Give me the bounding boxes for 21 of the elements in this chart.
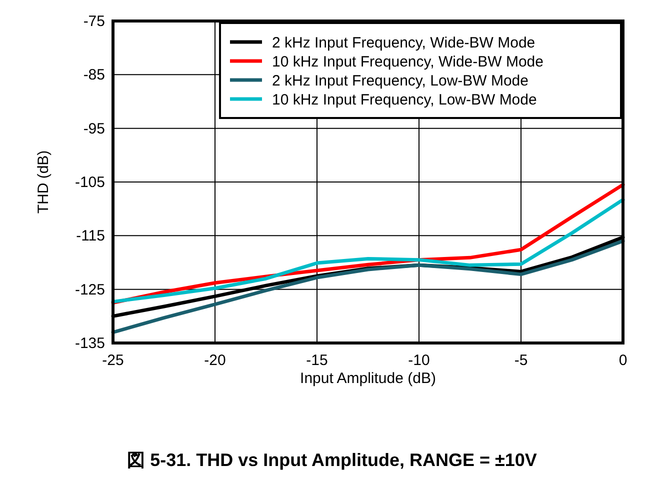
y-tick-label: -135 — [74, 335, 105, 352]
legend-label: 10 kHz Input Frequency, Wide-BW Mode — [272, 54, 544, 70]
y-tick-label: -75 — [83, 13, 105, 30]
x-tick-label: -10 — [408, 352, 430, 369]
x-tick-label: -20 — [204, 352, 226, 369]
legend-label: 2 kHz Input Frequency, Wide-BW Mode — [272, 34, 536, 52]
y-tick-label: -105 — [74, 174, 105, 191]
y-tick-label: -115 — [76, 228, 105, 245]
legend-label: 10 kHz Input Frequency, Low-BW Mode — [272, 92, 537, 108]
x-tick-label: -5 — [514, 352, 528, 369]
y-tick-label: -125 — [74, 281, 105, 298]
legend-label: 2 kHz Input Frequency, Low-BW Mode — [272, 72, 528, 90]
text: 図 5-31. THD vs Input Amplitude, RANGE = ±10V — [127, 450, 537, 470]
x-tick-label: -15 — [306, 352, 328, 369]
y-axis-title: THD (dB) — [35, 150, 52, 214]
x-tick-label: 0 — [618, 352, 628, 369]
line-series — [111, 239, 625, 334]
x-axis-title: Input Amplitude (dB) — [300, 370, 436, 387]
x-tick-label: -25 — [102, 352, 124, 369]
y-tick-label: -85 — [83, 66, 105, 84]
y-tick-label: -95 — [83, 120, 105, 138]
